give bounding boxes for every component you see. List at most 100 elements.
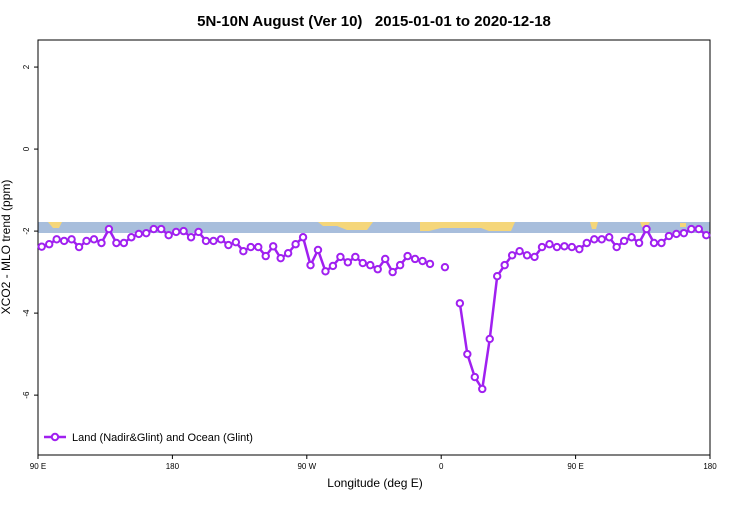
data-point xyxy=(687,224,696,234)
data-point xyxy=(112,238,121,248)
data-point xyxy=(619,236,629,246)
data-point xyxy=(649,238,659,248)
data-point xyxy=(157,224,166,234)
data-point xyxy=(507,251,517,260)
data-point xyxy=(134,229,144,239)
data-point xyxy=(470,372,479,382)
data-point xyxy=(276,253,285,263)
data-point xyxy=(104,224,114,234)
data-point xyxy=(373,265,382,274)
data-point xyxy=(500,260,509,270)
data-point xyxy=(201,236,211,246)
data-point xyxy=(149,224,158,234)
data-point xyxy=(560,242,569,251)
data-point xyxy=(634,238,644,248)
data-point xyxy=(388,267,397,277)
data-point xyxy=(269,242,278,251)
data-point xyxy=(321,267,330,276)
data-point xyxy=(627,233,636,242)
data-point xyxy=(209,236,218,246)
data-point xyxy=(179,226,188,236)
x-tick-label: 0 xyxy=(439,462,444,471)
legend-label: Land (Nadir&Glint) and Ocean (Glint) xyxy=(72,432,253,444)
data-point xyxy=(246,242,256,252)
data-point xyxy=(418,256,427,266)
y-tick-label: -2 xyxy=(22,227,31,235)
y-tick-label: -4 xyxy=(22,309,31,317)
data-point xyxy=(657,238,666,248)
data-point xyxy=(97,238,106,248)
data-point xyxy=(45,240,54,249)
data-point xyxy=(239,246,248,256)
data-point xyxy=(575,244,584,254)
data-point xyxy=(493,272,502,281)
data-point xyxy=(89,235,99,244)
data-point xyxy=(231,237,241,247)
data-point xyxy=(590,235,599,244)
data-point xyxy=(530,252,539,262)
data-point xyxy=(351,252,360,262)
data-point xyxy=(366,260,375,270)
data-point xyxy=(119,238,129,248)
data-point xyxy=(537,242,547,252)
y-tick-label: 0 xyxy=(22,146,31,151)
data-point xyxy=(664,231,674,241)
data-point xyxy=(425,259,435,269)
y-axis-label: XCO2 - MLO trend (ppm) xyxy=(0,180,13,315)
data-point xyxy=(642,224,651,234)
x-tick-label: 180 xyxy=(703,462,717,471)
data-point xyxy=(582,238,591,248)
data-point xyxy=(403,251,412,261)
data-point xyxy=(313,245,323,255)
data-point xyxy=(306,260,315,270)
data-point xyxy=(82,236,91,246)
chart-title: 5N-10N August (Ver 10) 2015-01-01 to 202… xyxy=(197,13,551,30)
data-point xyxy=(283,249,293,258)
data-point xyxy=(679,228,689,238)
series-line xyxy=(41,226,708,393)
x-tick-label: 90 E xyxy=(567,462,583,471)
data-point xyxy=(224,240,233,250)
x-tick-label: 90 E xyxy=(30,462,46,471)
data-point xyxy=(702,230,711,240)
data-point xyxy=(37,242,46,251)
data-point xyxy=(605,233,614,242)
x-axis-label: Longitude (deg E) xyxy=(327,476,422,490)
data-point xyxy=(216,235,226,244)
data-point xyxy=(381,254,390,264)
data-point xyxy=(59,236,69,246)
data-point xyxy=(74,242,84,252)
x-tick-label: 180 xyxy=(166,462,180,471)
data-point xyxy=(597,235,606,244)
data-point xyxy=(455,299,465,308)
data-point xyxy=(567,242,577,252)
plot-frame xyxy=(37,39,711,456)
data-point xyxy=(522,251,532,260)
data-point xyxy=(328,261,338,271)
x-tick-label: 90 W xyxy=(297,462,316,471)
data-point xyxy=(612,242,621,252)
data-point xyxy=(515,246,524,256)
data-point xyxy=(261,251,270,261)
y-tick-label: 2 xyxy=(22,64,31,69)
data-point xyxy=(440,262,450,272)
data-point xyxy=(298,233,308,242)
data-point xyxy=(410,254,420,264)
data-point xyxy=(186,233,196,242)
data-point xyxy=(127,233,136,242)
legend-marker xyxy=(50,432,60,442)
data-point xyxy=(343,258,353,267)
data-point xyxy=(395,260,405,270)
data-point xyxy=(171,227,181,237)
data-point xyxy=(194,227,203,237)
data-point xyxy=(358,258,367,268)
data-point xyxy=(52,235,61,244)
data-point xyxy=(485,334,494,344)
data-point xyxy=(478,384,487,394)
data-point xyxy=(672,229,681,239)
data-point xyxy=(694,224,703,234)
data-point xyxy=(552,242,562,252)
data-point xyxy=(142,228,151,238)
data-point xyxy=(291,240,300,249)
